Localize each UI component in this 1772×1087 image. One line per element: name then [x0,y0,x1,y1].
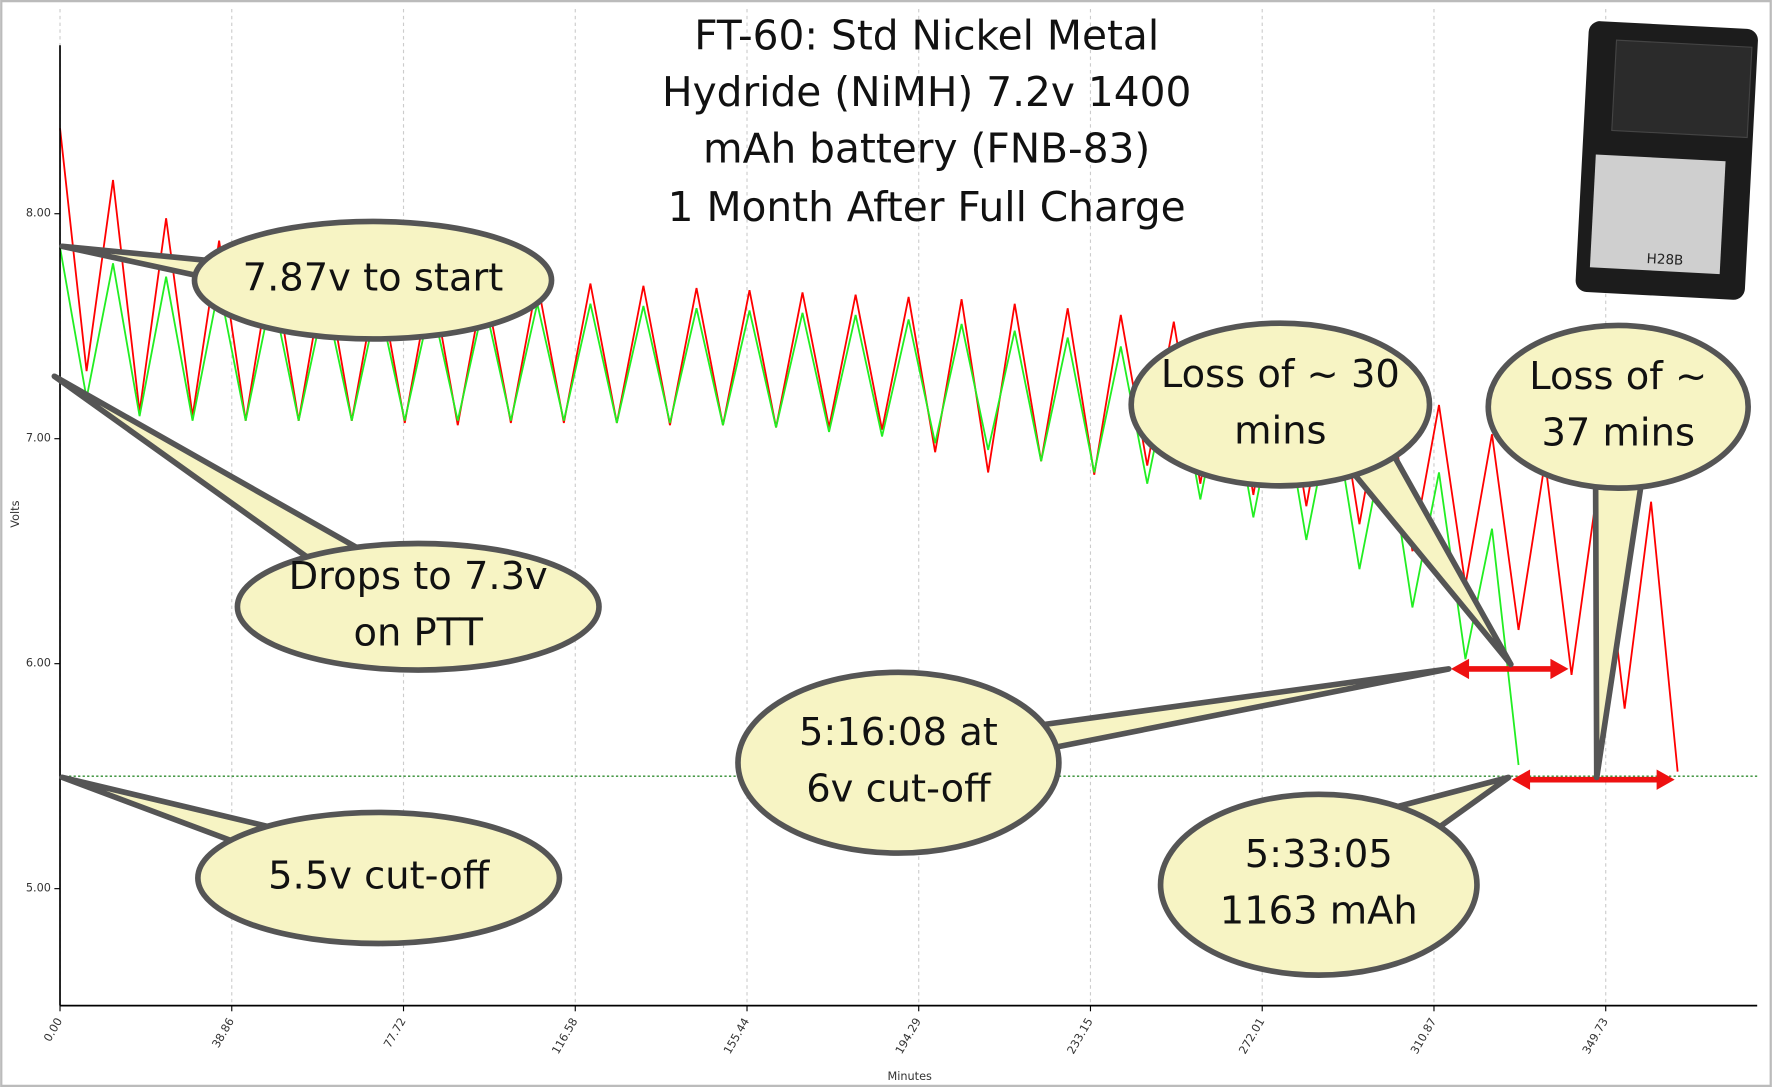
x-axis-label: Minutes [888,1070,933,1083]
callout-text: 6v cut-off [806,766,992,811]
callout-text: Loss of ~ [1529,354,1707,399]
callout: Loss of ~ 30 mins [1128,320,1514,668]
chart-title: Hydride (NiMH) 7.2v 1400 [662,68,1191,116]
chart-title: FT-60: Std Nickel Metal [694,11,1159,59]
callout-text: 5:16:08 at [799,710,998,755]
arrow-head [1511,769,1531,790]
arrow-head [1656,769,1675,790]
y-axis-label: Volts [9,500,22,527]
chart-title: mAh battery (FNB-83) [703,124,1150,172]
callout-text: 7.87v to start [243,256,504,301]
y-tick-label: 5.00 [26,882,51,895]
callout: 5.5v cut-off [59,774,563,947]
arrow-head [1550,658,1569,680]
callout-bubble [191,218,555,342]
callout-bubble [735,669,1062,856]
arrow-head [1450,658,1470,680]
y-tick-label: 6.00 [26,657,51,670]
callout-bubble [195,809,563,947]
callout-text: 5:33:05 [1245,832,1393,877]
callout-text: 5.5v cut-off [268,853,491,898]
callout: 5:33:05 1163 mAh [1157,774,1512,978]
callout-text: 37 mins [1541,411,1695,456]
callout: 7.87v to start [59,218,555,342]
battery-label-text: H28B [1646,251,1684,269]
callout-bubble [1485,322,1751,491]
callout-text: 1163 mAh [1220,888,1418,933]
callout: Loss of ~ 37 mins [1485,322,1751,781]
battery-photo: H28B [1575,21,1758,300]
battery-ribs [1611,39,1753,139]
callout: Drops to 7.3v on PTT [51,373,602,673]
y-tick-label: 7.00 [26,432,51,445]
y-tick-label: 8.00 [26,207,51,220]
callout-text: Loss of ~ 30 [1161,352,1400,397]
callouts: 7.87v to start Drops to 7.3v on PTT 5.5v cu… [51,218,1751,978]
callout-bubble [234,540,602,673]
callout-bubble [1157,791,1480,978]
callout-text: Drops to 7.3v [289,554,548,599]
battery-label [1589,154,1726,275]
callout-text: mins [1234,408,1326,453]
callout: 5:16:08 at 6v cut-off [735,666,1452,856]
title-block: FT-60: Std Nickel Metal Hydride (NiMH) 7.… [662,11,1191,231]
callout-bubble [1128,320,1433,489]
callout-text: on PTT [353,611,483,656]
chart-subtitle: 1 Month After Full Charge [668,183,1186,231]
